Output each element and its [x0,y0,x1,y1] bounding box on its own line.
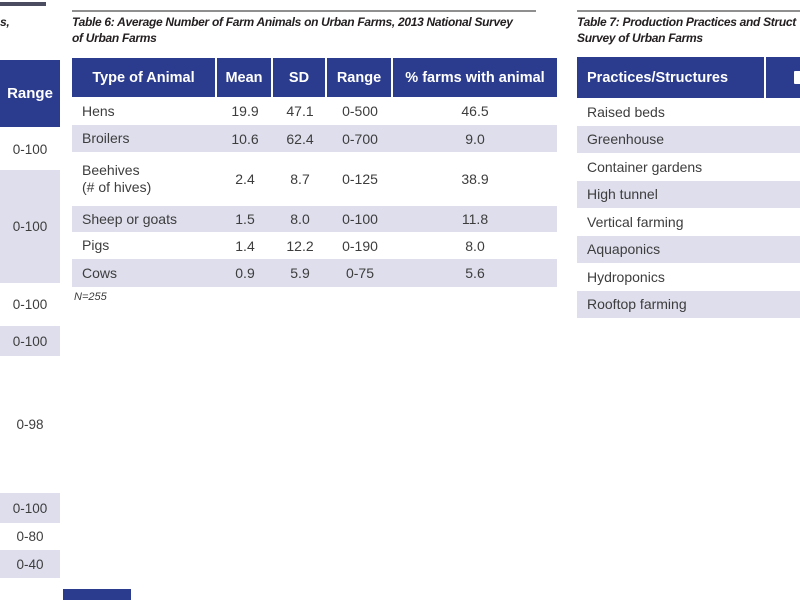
cell-mean: 0.9 [235,265,255,281]
left-table-row: 0-100 [0,128,60,170]
table-row: Vertical farming [587,213,684,230]
table-row: Hydroponics [587,268,665,285]
cell-range: 0-700 [342,130,378,147]
table-row: Rooftop farming [577,290,800,318]
cell-mean: 1.4 [235,237,255,254]
left-table-row: 0-100 [0,326,60,356]
table6-col-header-range: Range [327,58,393,97]
range-value: 0-98 [16,417,44,432]
left-table-row: 0-80 [0,523,60,550]
table-row: High tunnel [577,180,800,208]
range-value: 0-100 [12,219,48,234]
clipped-header-letter-fragment [794,71,800,84]
cell-range: 0-75 [345,265,375,281]
table7-col-header-clipped [766,57,800,98]
left-table-row: 0-40 [0,550,60,578]
cell-sd: 62.4 [286,130,314,147]
table-row: Raised beds [587,103,665,120]
table6-body: Hens 19.9 47.1 0-500 46.5 Broilers 10.6 … [72,97,557,287]
cell-animal: Broilers [82,130,130,146]
cell-animal: Beehives (# of hives) [82,162,152,195]
cell-sd: 12.2 [286,237,314,254]
cell-pct: 5.6 [465,265,485,281]
table6-title-line1: Table 6: Average Number of Farm Animals … [72,15,513,29]
cell-mean: 10.6 [231,130,259,147]
left-column-top-rule-fragment [0,2,46,6]
range-value: 0-100 [12,141,48,157]
cell-sd: 8.0 [290,211,310,227]
left-table-row: 0-100 [0,170,60,283]
cell-animal: Cows [82,264,118,281]
cell-range: 0-125 [342,171,378,187]
table7-header-row: Practices/Structures [577,57,800,98]
table-row: Sheep or goats 1.5 8.0 0-100 11.8 [72,206,557,232]
table6-header-row: Type of Animal Mean SD Range % farms wit… [72,58,557,97]
table-row: Beehives (# of hives) 2.4 8.7 0-125 38.9 [72,152,557,206]
table6-col-header-mean: Mean [217,58,273,97]
left-table-range-header: Range [0,60,60,127]
cell-sd: 5.9 [290,265,310,281]
cell-mean: 2.4 [235,171,255,187]
left-table-row: 0-100 [0,283,60,326]
cell-range: 0-500 [342,103,378,119]
left-table-title-fragment: s, [0,15,10,29]
cell-pct: 46.5 [461,103,489,119]
next-table-header-fragment [63,589,131,600]
table7-body: Raised beds Greenhouse Container gardens… [577,98,800,318]
cell-pct: 38.9 [461,171,489,187]
cell-range: 0-100 [342,211,378,227]
table6-title-line2: of Urban Farms [72,31,157,45]
cell-mean: 19.9 [231,103,259,119]
cell-animal: Sheep or goats [82,210,177,227]
table6-col-header-pct-farms: % farms with animal [405,69,545,86]
table7-col-header-practices: Practices/Structures [577,57,766,98]
cell-animal: Hens [82,102,115,119]
cell-sd: 47.1 [286,103,314,119]
left-table-row: 0-98 [0,356,60,493]
cell-sd: 8.7 [290,171,310,187]
left-table-range-header-label: Range [7,85,53,102]
table7-title-line2: Survey of Urban Farms [577,31,703,45]
left-table-row: 0-100 [0,493,60,523]
table7-top-rule [577,10,800,12]
range-value: 0-100 [12,500,48,516]
table6-sample-size-note: N=255 [74,291,107,303]
range-value: 0-100 [12,297,48,312]
cell-mean: 1.5 [235,211,255,227]
table6-col-header-type-of-animal: Type of Animal [72,58,217,97]
cell-pct: 8.0 [465,237,485,254]
table7-title: Table 7: Production Practices and Struct… [577,14,800,46]
table-row: Greenhouse [577,125,800,153]
table-row: Broilers 10.6 62.4 0-700 9.0 [72,125,557,152]
range-value: 0-100 [12,333,48,349]
cell-pct: 11.8 [461,211,489,227]
table6-title: Table 6: Average Number of Farm Animals … [72,14,557,46]
table6-top-rule [72,10,536,12]
range-value: 0-40 [16,556,44,572]
table-row: Aquaponics [577,235,800,263]
cell-animal: Pigs [82,237,110,253]
cell-pct: 9.0 [465,130,485,147]
table-row: Pigs 1.4 12.2 0-190 8.0 [72,232,557,259]
table-row: Hens 19.9 47.1 0-500 46.5 [72,97,557,125]
table7-title-line1: Table 7: Production Practices and Struct [577,15,796,29]
table-row: Container gardens [587,158,703,175]
table-row: Cows 0.9 5.9 0-75 5.6 [72,259,557,287]
range-value: 0-80 [16,529,44,544]
cell-range: 0-190 [342,237,378,254]
table6-col-header-sd: SD [273,58,327,97]
